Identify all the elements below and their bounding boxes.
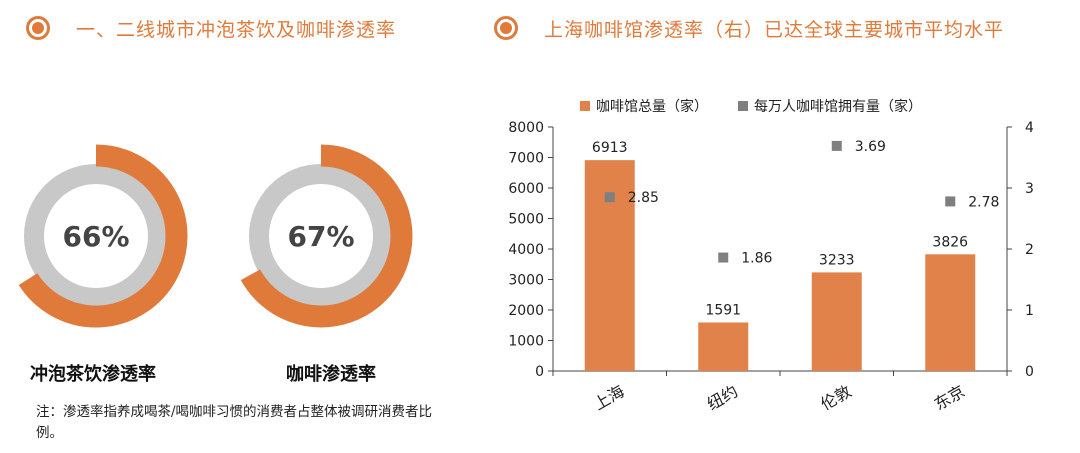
x-tick-label-3: 东京: [931, 381, 968, 413]
bar-value-label-1: 1591: [705, 302, 741, 318]
x-tick-label-1: 纽约: [704, 381, 741, 413]
donut-value-0: 66%: [62, 220, 129, 253]
y-tick-label-right: 1: [1025, 303, 1034, 319]
y-tick-label-left: 4000: [508, 242, 544, 258]
bar-3: [925, 254, 976, 371]
donut-arc-1: [240, 144, 413, 328]
point-label-0: 2.85: [628, 190, 659, 206]
y-tick-label-left: 3000: [508, 273, 544, 289]
point-label-1: 1.86: [741, 251, 772, 267]
y-tick-label-left: 2000: [508, 303, 544, 319]
donut-ring-0: [24, 164, 168, 308]
y-tick-label-right: 4: [1025, 120, 1034, 136]
donut-arc-0: [18, 144, 188, 328]
point-0: [604, 192, 615, 203]
left-title-text: 一、二线城市冲泡茶饮及咖啡渗透率: [76, 18, 397, 41]
bar-1: [698, 322, 749, 371]
bar-0: [584, 160, 635, 371]
bullet-icon: [494, 16, 518, 40]
donut-ring-1: [249, 164, 393, 308]
donut-label-coffee: 咖啡渗透率: [286, 364, 376, 385]
point-1: [718, 252, 729, 263]
right-title-text: 上海咖啡馆渗透率（右）已达全球主要城市平均水平: [544, 18, 1005, 41]
bar-value-label-0: 6913: [592, 140, 628, 156]
donut-label-tea: 冲泡茶饮渗透率: [30, 364, 156, 385]
y-tick-label-right: 2: [1025, 242, 1034, 258]
x-tick-label-2: 伦敦: [817, 381, 854, 413]
donut-charts: 66% 67%: [18, 144, 413, 328]
legend-item-square: 每万人咖啡馆拥有量（家）: [738, 96, 922, 116]
bullet-icon: [26, 16, 50, 40]
footnote: 注：渗透率指养成喝茶/喝咖啡习惯的消费者占整体被调研消费者比例。: [36, 404, 433, 441]
legend-item-bar: 咖啡馆总量（家）: [580, 96, 708, 116]
y-tick-label-left: 8000: [508, 120, 544, 136]
legend-swatch-bar: [580, 101, 590, 111]
bar-value-label-3: 3826: [932, 234, 968, 250]
point-3: [945, 196, 956, 207]
y-tick-label-left: 5000: [508, 212, 544, 228]
legend-label-bar: 咖啡馆总量（家）: [596, 99, 708, 115]
y-tick-label-right: 3: [1025, 181, 1034, 197]
legend-label-square: 每万人咖啡馆拥有量（家）: [754, 99, 922, 115]
y-tick-label-left: 7000: [508, 151, 544, 167]
donut-value-1: 67%: [287, 220, 354, 253]
point-label-2: 3.69: [855, 139, 886, 155]
section-title-left: 一、二线城市冲泡茶饮及咖啡渗透率: [26, 10, 396, 46]
y-tick-label-left: 0: [535, 364, 544, 380]
x-tick-label-0: 上海: [590, 381, 627, 413]
point-2: [831, 140, 842, 151]
chart-legend: 咖啡馆总量（家） 每万人咖啡馆拥有量（家）: [580, 96, 952, 116]
y-tick-label-left: 6000: [508, 181, 544, 197]
y-tick-label-left: 1000: [508, 334, 544, 350]
y-tick-label-right: 0: [1025, 364, 1034, 380]
bar-value-label-2: 3233: [819, 252, 855, 268]
bar-2: [811, 272, 862, 371]
section-title-right: 上海咖啡馆渗透率（右）已达全球主要城市平均水平: [494, 10, 1004, 46]
point-label-3: 2.78: [968, 194, 999, 210]
legend-swatch-square: [738, 101, 748, 111]
